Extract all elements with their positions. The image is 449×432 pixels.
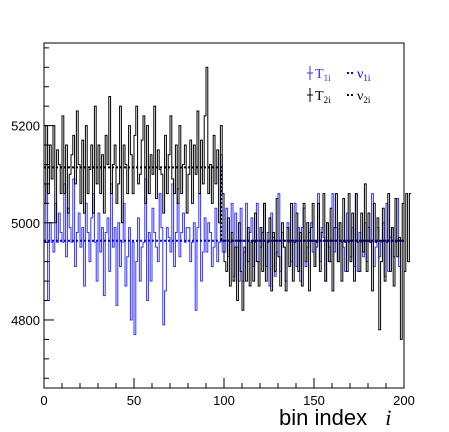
axis-layer: 0 50 100 150 200 4800 5000 5200: [11, 47, 415, 408]
legend-symbol: ν: [357, 67, 363, 82]
series-layer: [44, 66, 412, 340]
legend-label: ν1i: [357, 67, 371, 83]
legend-symbol: T: [315, 89, 324, 104]
y-tick-label: 5000: [11, 216, 40, 231]
legend-subscript: 1i: [363, 73, 371, 83]
x-tick-label: 50: [127, 393, 141, 408]
legend-subscript: 2i: [324, 95, 332, 105]
x-tick-label: 100: [213, 393, 235, 408]
legend-label: T1i: [315, 67, 331, 83]
x-tick-label: 200: [393, 393, 415, 408]
legend-entry: T1i: [307, 66, 331, 83]
series-t-2i-line: [44, 66, 412, 340]
series-nu-2i: [44, 166, 404, 242]
x-axis-title: bin index i: [279, 405, 391, 430]
legend-label: T2i: [315, 89, 331, 105]
x-axis-title-text: bin index: [279, 405, 367, 430]
legend-symbol: ν: [357, 89, 363, 104]
legend-subscript: 1i: [324, 73, 332, 83]
y-tick-label: 4800: [11, 313, 40, 328]
legend-label: ν2i: [357, 89, 371, 105]
legend-entry: ν1i: [347, 67, 371, 83]
legend-subscript: 2i: [363, 95, 371, 105]
legend-symbol: T: [315, 67, 324, 82]
x-axis-title-symbol: i: [385, 405, 391, 430]
x-tick-label: 150: [303, 393, 325, 408]
series-nu-2i-line: [44, 166, 404, 242]
series-t-2i: [44, 66, 412, 340]
legend-entry: T2i: [307, 88, 331, 105]
legend-entry: ν2i: [347, 89, 371, 105]
y-tick-label: 5200: [11, 119, 40, 134]
x-tick-label: 0: [40, 393, 47, 408]
